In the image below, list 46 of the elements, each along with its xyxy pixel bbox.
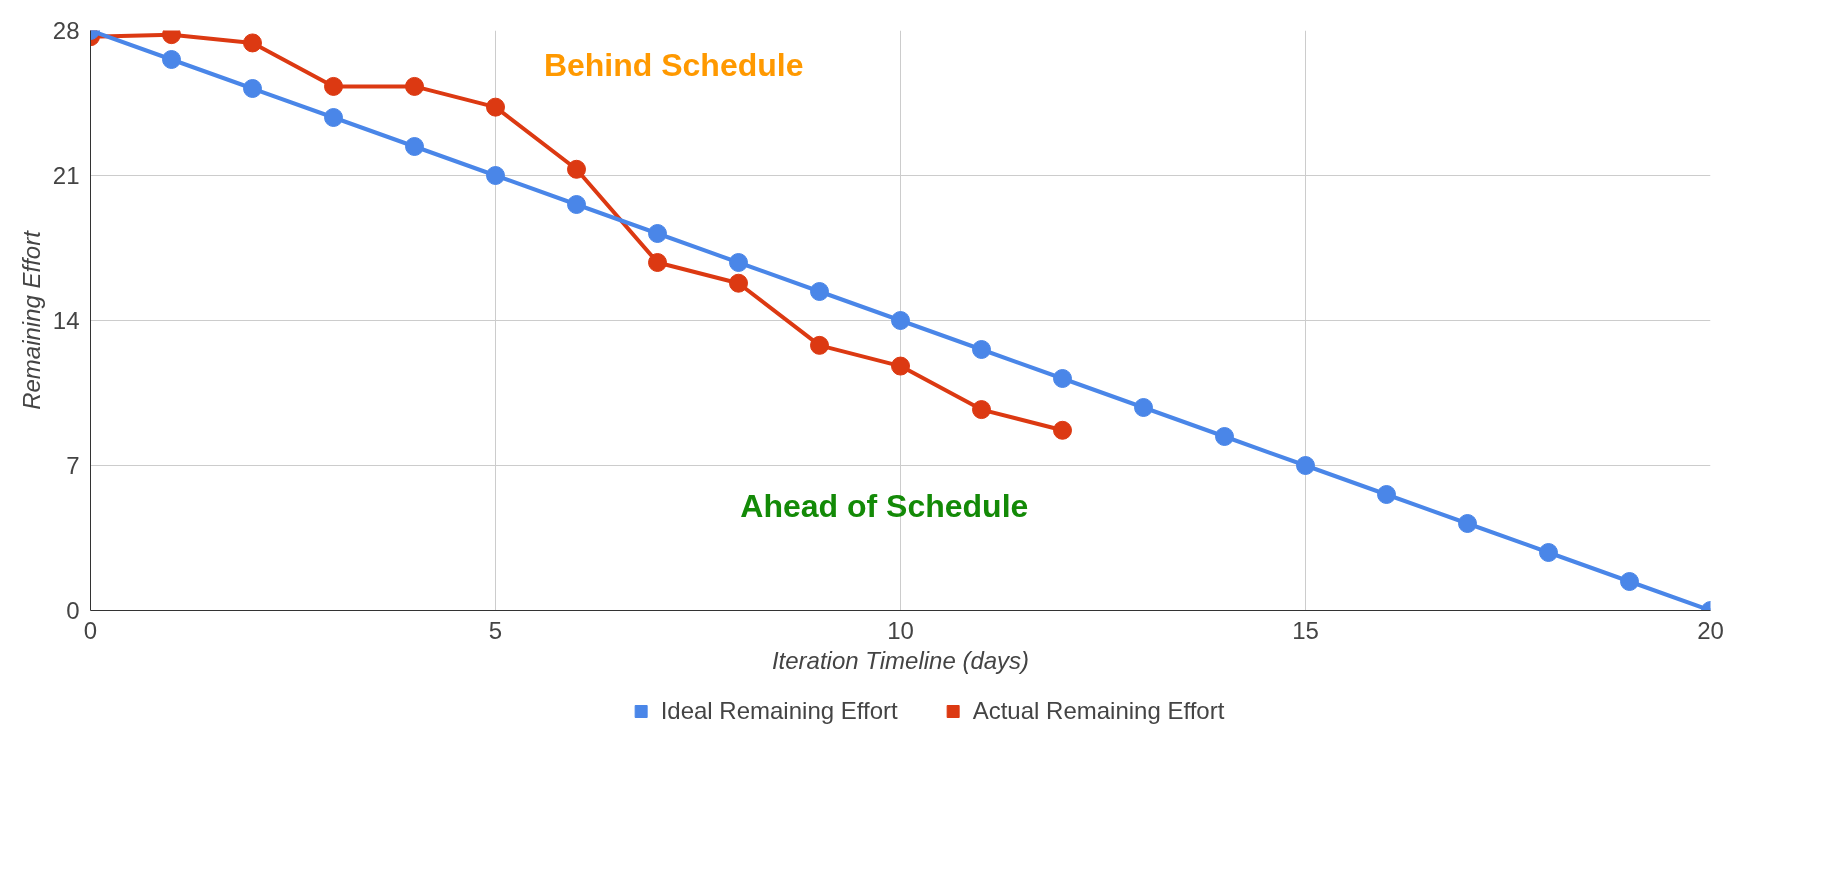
point bbox=[1053, 369, 1072, 388]
y-tick-label: 28 bbox=[52, 17, 80, 44]
y-tick-label: 21 bbox=[52, 162, 80, 189]
point bbox=[1377, 485, 1396, 504]
point bbox=[729, 253, 748, 272]
point bbox=[567, 195, 586, 214]
point bbox=[810, 335, 829, 355]
point bbox=[810, 282, 829, 301]
point bbox=[1296, 456, 1315, 475]
point bbox=[243, 79, 262, 98]
point bbox=[324, 108, 343, 127]
legend-label: Ideal Remaining Effort bbox=[660, 697, 898, 725]
x-tick-label: 20 bbox=[1697, 616, 1724, 644]
point bbox=[1053, 420, 1072, 440]
point bbox=[243, 33, 262, 53]
point bbox=[162, 50, 181, 69]
y-axis-title: Remaining Effort bbox=[17, 229, 45, 410]
x-tick-label: 0 bbox=[83, 616, 98, 644]
point bbox=[486, 166, 505, 185]
y-tick-label: 14 bbox=[52, 307, 80, 334]
x-tick-label: 15 bbox=[1292, 616, 1319, 644]
annotation: Behind Schedule bbox=[543, 47, 804, 84]
point bbox=[972, 340, 991, 359]
point bbox=[891, 311, 910, 330]
point bbox=[1458, 514, 1477, 533]
point bbox=[891, 356, 910, 376]
point bbox=[1539, 543, 1558, 562]
point bbox=[486, 97, 505, 117]
point bbox=[567, 159, 586, 179]
annotation: Ahead of Schedule bbox=[740, 488, 1029, 525]
point bbox=[648, 224, 667, 243]
x-axis-title: Iteration Timeline (days) bbox=[771, 646, 1030, 674]
point bbox=[648, 253, 667, 272]
point bbox=[972, 400, 991, 420]
point bbox=[405, 76, 424, 96]
point bbox=[324, 76, 343, 96]
point bbox=[1620, 572, 1639, 591]
y-tick-label: 7 bbox=[66, 452, 80, 479]
y-tick-label: 0 bbox=[66, 597, 80, 624]
legend-label: Actual Remaining Effort bbox=[972, 697, 1225, 725]
point bbox=[405, 137, 424, 156]
x-tick-label: 5 bbox=[488, 616, 503, 644]
point bbox=[729, 273, 748, 293]
x-tick-label: 10 bbox=[887, 616, 914, 644]
point bbox=[1134, 398, 1153, 417]
point bbox=[1215, 427, 1234, 446]
